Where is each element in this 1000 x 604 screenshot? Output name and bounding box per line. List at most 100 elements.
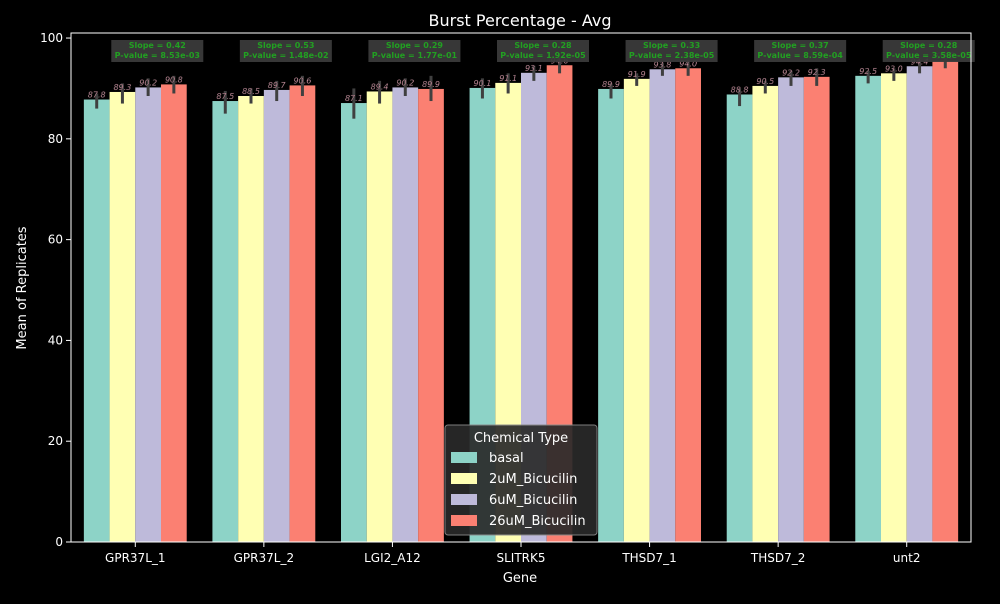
legend-entry: 2uM_Bicucilin xyxy=(489,472,577,487)
slope-annotation: Slope = 0.53 xyxy=(257,41,314,50)
bar xyxy=(778,77,804,543)
data-label: 89.3 xyxy=(114,83,132,92)
annotation-box xyxy=(882,40,975,62)
legend-title: Chemical Type xyxy=(474,431,568,446)
bar xyxy=(855,75,881,542)
bars-layer xyxy=(83,60,959,543)
bar xyxy=(418,88,444,542)
legend-entry: 6uM_Bicucilin xyxy=(489,493,577,508)
y-tick-label: 60 xyxy=(48,233,63,247)
legend-swatch xyxy=(451,452,477,463)
data-label: 90.8 xyxy=(165,75,183,84)
data-label: 89.4 xyxy=(371,82,389,91)
bar xyxy=(675,68,701,543)
annotation-box xyxy=(497,40,589,62)
bar xyxy=(135,87,161,542)
bar xyxy=(83,99,110,543)
slope-annotation: Slope = 0.33 xyxy=(643,41,700,50)
bar xyxy=(238,95,264,542)
y-tick-label: 80 xyxy=(48,132,63,146)
data-label: 91.9 xyxy=(628,70,646,79)
data-label: 89.9 xyxy=(602,80,620,89)
data-label: 93.1 xyxy=(525,64,543,73)
data-label: 88.8 xyxy=(731,85,749,94)
data-label: 93.0 xyxy=(885,64,903,73)
data-label: 91.1 xyxy=(499,74,517,83)
data-label: 87.8 xyxy=(88,91,106,100)
bar xyxy=(881,73,907,542)
annotation-box xyxy=(754,40,847,62)
bar xyxy=(649,69,676,542)
legend-swatch xyxy=(451,473,477,484)
data-label: 90.5 xyxy=(756,77,774,86)
x-tick-label: SLITRK5 xyxy=(496,551,545,565)
x-tick-label: THSD7_1 xyxy=(621,551,676,565)
pvalue-annotation: P-value = 8.53e-03 xyxy=(115,51,200,60)
x-tick-label: LGI2_A12 xyxy=(364,551,421,565)
y-tick-label: 100 xyxy=(40,31,63,45)
slope-annotation: Slope = 0.37 xyxy=(772,41,829,50)
pvalue-annotation: P-value = 2.38e-05 xyxy=(629,51,715,60)
bar xyxy=(803,76,830,543)
error-bars-layer xyxy=(95,53,947,119)
y-tick-label: 40 xyxy=(48,333,63,347)
bar xyxy=(752,85,779,543)
bar xyxy=(212,101,239,542)
data-label: 90.6 xyxy=(294,76,312,85)
slope-annotation: Slope = 0.28 xyxy=(900,41,958,50)
annotations-layer: Slope = 0.42P-value = 8.53e-03 Slope = 0.… xyxy=(111,40,975,62)
annotation-box xyxy=(625,40,718,62)
pvalue-annotation: P-value = 1.92e-05 xyxy=(500,51,586,60)
legend-swatch xyxy=(451,494,477,505)
x-tick-label: GPR37L_1 xyxy=(105,551,165,565)
data-label: 90.1 xyxy=(474,79,492,88)
bar xyxy=(366,91,393,542)
pvalue-annotation: P-value = 3.58e-05 xyxy=(886,51,972,60)
data-label: 90.2 xyxy=(139,78,157,87)
bar xyxy=(161,84,187,542)
data-label: 90.2 xyxy=(396,78,414,87)
slope-annotation: Slope = 0.42 xyxy=(129,41,186,50)
bar xyxy=(726,94,753,543)
data-label: 89.9 xyxy=(422,80,440,89)
bar xyxy=(263,89,290,543)
data-label: 92.3 xyxy=(808,68,826,77)
bar xyxy=(598,88,624,542)
bar xyxy=(289,85,316,543)
bar xyxy=(906,66,933,542)
y-tick-label: 0 xyxy=(55,535,63,549)
x-axis-label: Gene xyxy=(503,571,537,586)
data-label: 92.5 xyxy=(859,67,877,76)
data-label: 88.5 xyxy=(242,87,260,96)
chart-title: Burst Percentage - Avg xyxy=(429,11,612,30)
data-label: 89.7 xyxy=(268,81,287,90)
pvalue-annotation: P-value = 8.59e-04 xyxy=(757,51,843,60)
legend-swatch xyxy=(451,515,477,526)
x-tick-label: unt2 xyxy=(893,551,921,565)
annotation-box xyxy=(368,40,461,62)
slope-annotation: Slope = 0.28 xyxy=(514,41,572,50)
x-tick-label: GPR37L_2 xyxy=(234,551,294,565)
legend: Chemical Type basal 2uM_Bicucilin 6uM_Bicuc… xyxy=(444,424,598,536)
data-label: 93.8 xyxy=(654,60,672,69)
axes-layer: 0 20 40 60 80 100 GPR37L_1 GPR37L_2 LGI2_A12 SLIT… xyxy=(40,31,972,565)
y-tick-label: 20 xyxy=(48,434,63,448)
pvalue-annotation: P-value = 1.48e-02 xyxy=(243,51,328,60)
bar xyxy=(392,87,419,542)
x-tick-label: THSD7_2 xyxy=(750,551,805,565)
y-axis-label: Mean of Replicates xyxy=(15,226,30,349)
legend-entry: basal xyxy=(489,451,524,466)
legend-entry: 26uM_Bicucilin xyxy=(489,514,586,529)
data-label: 94.0 xyxy=(679,59,697,68)
slope-annotation: Slope = 0.29 xyxy=(386,41,444,50)
bar xyxy=(109,91,136,542)
data-label: 87.5 xyxy=(216,92,234,101)
bar xyxy=(623,78,650,542)
bar xyxy=(341,103,367,543)
bar xyxy=(932,60,959,542)
pvalue-annotation: P-value = 1.77e-01 xyxy=(372,51,458,60)
legend-box xyxy=(444,424,598,536)
data-label: 92.2 xyxy=(782,68,800,77)
